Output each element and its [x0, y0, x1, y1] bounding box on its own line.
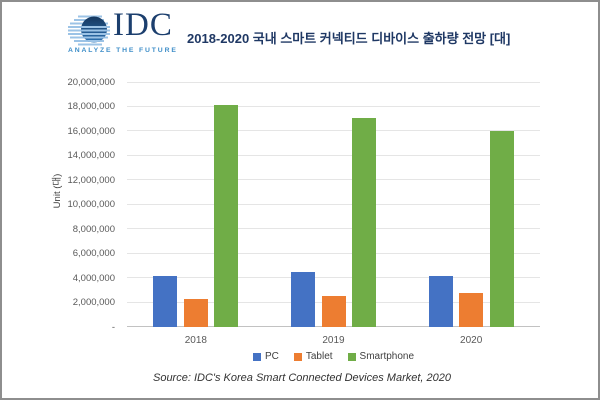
- bar-pc-2020: [428, 276, 453, 327]
- y-tick-label: 18,000,000: [67, 101, 115, 112]
- bar-smartphone-2019: [352, 118, 376, 327]
- gridline: [127, 253, 540, 254]
- bar-tablet-2019: [321, 296, 346, 327]
- legend: PC Tablet Smartphone: [127, 351, 540, 362]
- y-tick-label: 20,000,000: [67, 76, 115, 88]
- gridline: [127, 130, 540, 131]
- chart-title: 2018-2020 국내 스마트 커넥티드 디바이스 출하량 전망 [대]: [187, 31, 511, 46]
- legend-item-tablet: Tablet: [293, 351, 333, 362]
- x-axis-labels: 2018 2019 2020: [127, 335, 540, 348]
- bar-tablet-2018: [183, 299, 208, 327]
- y-tick-label: 14,000,000: [67, 150, 115, 161]
- gridline: [127, 277, 540, 278]
- bar-group-2020: [428, 82, 514, 327]
- x-tick-label-2020: 2020: [460, 335, 483, 346]
- x-tick-label-2019: 2019: [322, 335, 345, 346]
- idc-brand-text: IDC: [113, 7, 173, 43]
- x-tick-label-2018: 2018: [184, 335, 207, 346]
- y-tick-label: 4,000,000: [72, 272, 115, 284]
- legend-swatch-icon: [252, 352, 261, 361]
- idc-logo: IDC ANALYZE THE FUTURE: [68, 8, 180, 56]
- bar-pc-2018: [153, 276, 178, 327]
- legend-swatch-icon: [293, 352, 302, 361]
- y-tick-label: 2,000,000: [72, 297, 115, 308]
- gridline: [127, 228, 540, 229]
- y-tick-label: 12,000,000: [67, 174, 115, 186]
- bar-tablet-2020: [459, 293, 484, 327]
- gridline: [127, 82, 540, 83]
- gridline: [127, 179, 540, 180]
- bar-group-2018: [153, 82, 239, 327]
- y-tick-label: 6,000,000: [72, 248, 115, 259]
- plot-area: [127, 82, 540, 327]
- legend-label: Smartphone: [359, 351, 415, 362]
- legend-swatch-icon: [347, 352, 356, 361]
- gridline: [127, 106, 540, 107]
- gridline: [127, 155, 540, 156]
- legend-item-smartphone: Smartphone: [347, 351, 415, 362]
- legend-label: Tablet: [305, 351, 333, 362]
- y-tick-label: 10,000,000: [67, 199, 115, 210]
- bar-pc-2019: [291, 272, 315, 327]
- idc-globe-icon: [68, 15, 110, 46]
- y-axis-labels: - 2,000,000 4,000,000 6,000,000 8,000,000 10,…: [32, 77, 115, 333]
- bar-group-2019: [291, 82, 376, 327]
- bar-smartphone-2020: [489, 131, 514, 327]
- source-note: Source: IDC's Korea Smart Connected Devi…: [152, 372, 451, 384]
- legend-label: PC: [264, 351, 279, 362]
- y-tick-label: 8,000,000: [72, 223, 115, 235]
- idc-tagline: ANALYZE THE FUTURE: [68, 47, 178, 54]
- y-tick-label: 16,000,000: [67, 125, 115, 137]
- y-tick-label: -: [111, 321, 115, 333]
- bar-smartphone-2018: [214, 105, 239, 327]
- legend-item-pc: PC: [252, 351, 279, 362]
- gridline: [127, 204, 540, 205]
